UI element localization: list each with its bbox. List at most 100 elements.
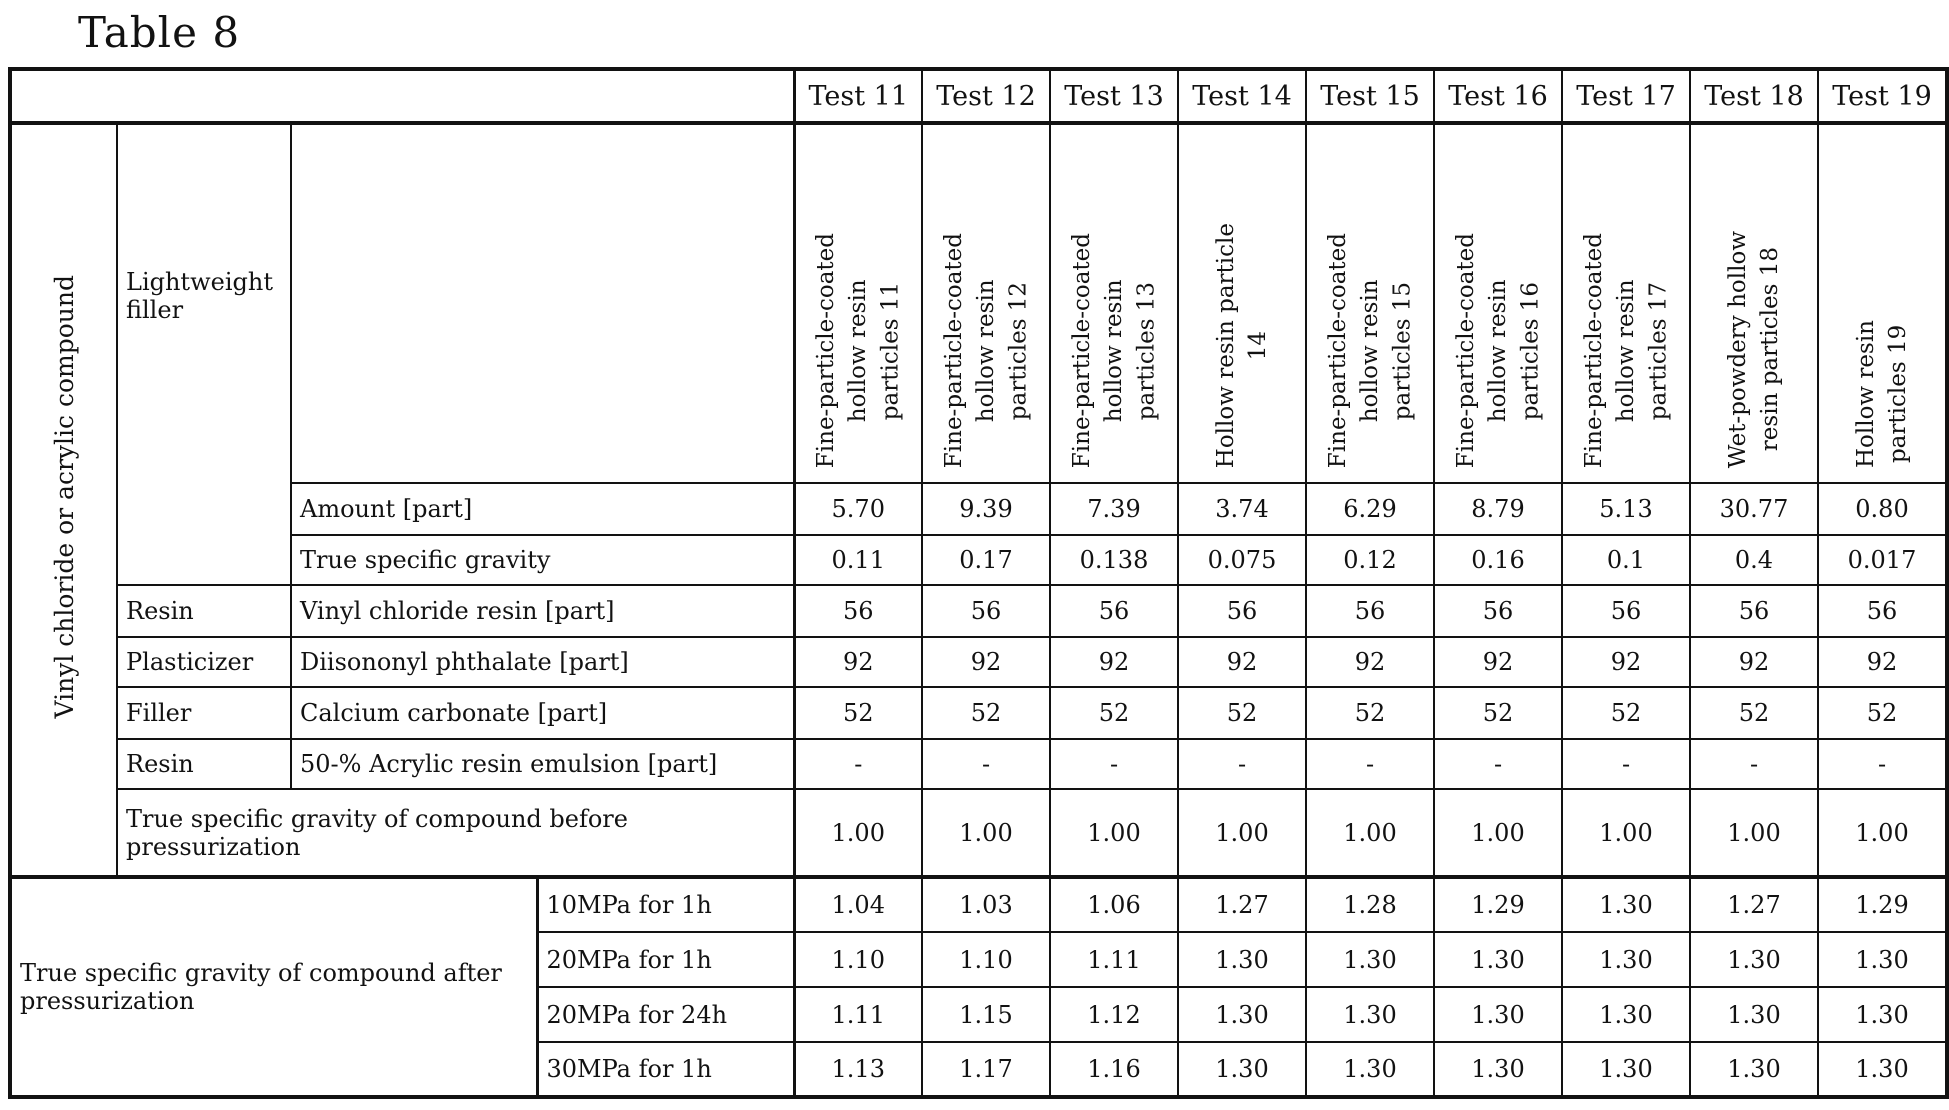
before-pressurization-row: True specific gravity of compound before… [10,788,1948,878]
after-pressurization-value: 1.30 [1433,1041,1563,1098]
filler-name-row: Vinyl chloride or acrylic compound Light… [9,122,1948,878]
amount-value: 6.29 [1305,482,1435,536]
after-pressurization-value: 1.30 [1817,986,1948,1043]
before-pressurization-label: True specific gravity of compound before… [116,788,795,878]
filler-name-cell: Hollow resin particles 19 [1817,122,1948,484]
test-column-header: Test 12 [921,68,1051,125]
after-pressurization-row-20mpa-1h: 20MPa for 1h 1.10 1.10 1.11 1.30 1.30 1.… [10,931,1948,988]
after-pressurization-value: 1.03 [921,875,1051,933]
component-value: - [1689,738,1819,790]
gravity-value: 0.1 [1561,534,1691,586]
gravity-value: 0.11 [792,534,923,586]
after-pressurization-value: 1.30 [1305,931,1435,988]
vertical-text: Fine-particle-coated hollow resin partic… [940,232,1032,468]
component-value: 56 [1817,584,1948,638]
after-pressurization-value: 1.16 [1049,1041,1179,1098]
component-value: - [921,738,1051,790]
component-value: 56 [1433,584,1563,638]
vertical-text: Vinyl chloride or acrylic compound [49,275,79,719]
acrylic-resin-row: Resin 50-% Acrylic resin emulsion [part]… [10,738,1948,790]
compound-table: Test 11 Test 12 Test 13 Test 14 Test 15 … [8,67,1949,1099]
after-pressurization-value: 1.06 [1049,875,1179,933]
vertical-text: Fine-particle-coated hollow resin partic… [812,232,904,468]
amount-value: 3.74 [1177,482,1307,536]
component-value: 52 [792,686,923,740]
component-value: 56 [1561,584,1691,638]
after-pressurization-value: 1.30 [1177,931,1307,988]
after-pressurization-value: 1.27 [1689,875,1819,933]
component-value: 56 [1305,584,1435,638]
component-value: 56 [1049,584,1179,638]
component-value: 56 [792,584,923,638]
before-pressurization-value: 1.00 [1561,788,1691,878]
resin-category-label: Resin [116,738,292,790]
component-value: 52 [1177,686,1307,740]
gravity-value: 0.4 [1689,534,1819,586]
after-pressurization-row-20mpa-24h: 20MPa for 24h 1.11 1.15 1.12 1.30 1.30 1… [10,986,1948,1043]
test-column-header: Test 11 [792,68,923,125]
after-pressurization-value: 1.15 [921,986,1051,1043]
component-value: 92 [1817,636,1948,688]
gravity-value: 0.075 [1177,534,1307,586]
after-pressurization-row-30mpa-1h: 30MPa for 1h 1.13 1.17 1.16 1.30 1.30 1.… [10,1041,1948,1098]
after-pressurization-value: 1.10 [921,931,1051,988]
amount-value: 8.79 [1433,482,1563,536]
after-pressurization-value: 1.11 [792,986,923,1043]
component-value: 52 [1433,686,1563,740]
header-row: Test 11 Test 12 Test 13 Test 14 Test 15 … [9,68,1948,125]
amount-row-label: Amount [part] [290,482,795,536]
component-value: - [1561,738,1691,790]
after-pressurization-value: 1.13 [792,1041,923,1098]
corner-cell [9,68,795,125]
filler-name-cell: Fine-particle-coated hollow resin partic… [792,122,923,484]
plasticizer-row: Plasticizer Diisononyl phthalate [part] … [10,636,1948,688]
after-pressurization-value: 1.27 [1177,875,1307,933]
component-value: - [1177,738,1307,790]
before-pressurization-value: 1.00 [1433,788,1563,878]
amount-value: 9.39 [921,482,1051,536]
filler-name-cell: Fine-particle-coated hollow resin partic… [921,122,1051,484]
empty-cell [290,122,795,484]
filler-component-row: Filler Calcium carbonate [part] 52 52 52… [10,686,1948,740]
component-value: 92 [1177,636,1307,688]
vinyl-chloride-resin-row: Resin Vinyl chloride resin [part] 56 56 … [10,584,1948,638]
component-value: 52 [1305,686,1435,740]
after-pressurization-value: 1.29 [1433,875,1563,933]
filler-name-cell: Fine-particle-coated hollow resin partic… [1433,122,1563,484]
after-pressurization-value: 1.30 [1689,1041,1819,1098]
after-pressurization-row-10mpa-1h: True specific gravity of compound after … [9,875,1948,1098]
vertical-text: Hollow resin particles 19 [1852,319,1911,468]
filler-name-cell: Hollow resin particle 14 [1177,122,1307,484]
gravity-value: 0.138 [1049,534,1179,586]
component-value: 92 [1305,636,1435,688]
gravity-value: 0.16 [1433,534,1563,586]
test-column-header: Test 13 [1049,68,1179,125]
after-pressurization-label: True specific gravity of compound after … [9,875,538,1098]
component-value: - [1049,738,1179,790]
compound-side-label: Vinyl chloride or acrylic compound [9,122,118,878]
component-value: 52 [1049,686,1179,740]
acrylic-emulsion-label: 50-% Acrylic resin emulsion [part] [290,738,795,790]
vertical-text: Wet-powdery hollow resin particles 18 [1724,230,1783,468]
component-value: 52 [1689,686,1819,740]
amount-row: Amount [part] 5.70 9.39 7.39 3.74 6.29 8… [10,482,1948,536]
gravity-value: 0.017 [1817,534,1948,586]
before-pressurization-value: 1.00 [1049,788,1179,878]
after-pressurization-value: 1.30 [1561,1041,1691,1098]
pressure-condition-label: 20MPa for 24h [535,986,795,1043]
component-value: 92 [1561,636,1691,688]
amount-value: 0.80 [1817,482,1948,536]
after-pressurization-value: 1.17 [921,1041,1051,1098]
before-pressurization-value: 1.00 [1305,788,1435,878]
pressure-condition-label: 10MPa for 1h [535,875,795,933]
test-column-header: Test 17 [1561,68,1691,125]
vertical-text: Fine-particle-coated hollow resin partic… [1068,232,1160,468]
amount-value: 5.13 [1561,482,1691,536]
gravity-value: 0.12 [1305,534,1435,586]
amount-value: 30.77 [1689,482,1819,536]
amount-value: 7.39 [1049,482,1179,536]
component-value: 52 [921,686,1051,740]
plasticizer-category-label: Plasticizer [116,636,292,688]
before-pressurization-value: 1.00 [792,788,923,878]
